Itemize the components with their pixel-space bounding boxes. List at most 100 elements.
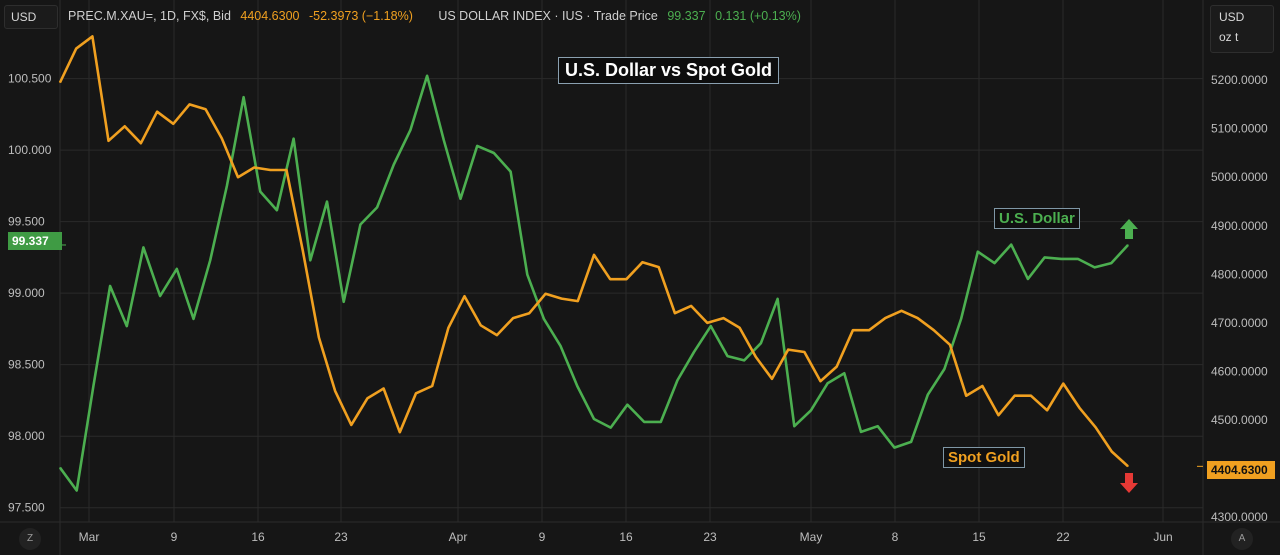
gold-point: [803, 351, 806, 353]
usd-point: [409, 129, 411, 131]
gold-line: [58, 35, 1129, 468]
usd-point: [810, 409, 812, 411]
auto-scale-button[interactable]: A: [1231, 528, 1253, 550]
usd-point: [142, 246, 144, 248]
usd-point: [76, 489, 78, 492]
x-axis-tick: Apr: [449, 530, 468, 544]
gold-point: [302, 249, 304, 251]
price-tags: [60, 219, 1203, 493]
usd-point: [893, 447, 896, 449]
usd-point: [1027, 278, 1029, 280]
usd-point: [192, 318, 195, 320]
right-axis-tick: 4500.0000: [1211, 413, 1268, 427]
usd-change-value: 0.131 (+0.13%): [715, 9, 801, 23]
gold-point: [140, 142, 142, 144]
usd-annotation: U.S. Dollar: [994, 208, 1080, 229]
x-axis-tick: 9: [539, 530, 546, 544]
right-axis-tick: 4600.0000: [1211, 364, 1268, 378]
usd-point: [1127, 244, 1129, 246]
gold-point: [739, 327, 741, 329]
gold-annotation-text: Spot Gold: [948, 449, 1020, 466]
down-arrow-icon: [1120, 473, 1138, 493]
usd-point: [710, 325, 712, 327]
gold-point: [674, 312, 676, 314]
gold-point: [1062, 383, 1064, 385]
gold-point: [852, 329, 854, 331]
usd-point: [1077, 258, 1079, 260]
gold-point: [253, 166, 255, 169]
right-axis-tick: 5200.0000: [1211, 73, 1268, 87]
gold-point: [285, 169, 288, 171]
gold-change-value: -52.3973 (−1.18%): [308, 9, 413, 23]
gold-point: [447, 327, 449, 329]
left-axis-tick: 100.500: [8, 72, 52, 86]
usd-point: [459, 198, 462, 200]
right-unit-label: oz t: [1219, 30, 1239, 44]
gold-point: [1095, 426, 1097, 428]
usd-point: [626, 404, 629, 406]
usd-point: [243, 96, 245, 98]
gold-point: [156, 111, 158, 113]
gold-point: [625, 278, 628, 280]
right-axis-tick: 5100.0000: [1211, 122, 1268, 136]
usd-point: [426, 75, 428, 77]
gold-point: [787, 349, 789, 351]
gold-point: [577, 300, 579, 302]
gold-point: [480, 324, 482, 326]
usd-point: [843, 372, 845, 374]
usd-point: [276, 209, 278, 211]
gold-point: [415, 392, 417, 394]
x-axis-tick: 15: [972, 530, 986, 544]
gold-point: [1111, 451, 1113, 453]
gold-point: [981, 385, 984, 387]
chart-title: U.S. Dollar vs Spot Gold: [558, 57, 780, 84]
usd-point: [977, 251, 979, 253]
gold-point: [658, 266, 660, 268]
gold-point: [706, 322, 708, 324]
usd-line-points: [59, 75, 1129, 492]
usd-point: [176, 268, 178, 270]
gold-point: [868, 329, 870, 331]
usd-point: [309, 259, 311, 261]
right-currency-button[interactable]: USD oz t: [1210, 5, 1274, 53]
usd-point: [693, 351, 695, 353]
usd-point: [743, 359, 745, 361]
left-currency-button[interactable]: USD: [4, 5, 58, 29]
gold-point: [91, 35, 93, 38]
gold-point: [318, 336, 320, 339]
x-axis-tick: May: [800, 530, 823, 544]
left-axis-tick: 99.500: [8, 215, 45, 229]
gold-point: [399, 431, 401, 433]
gold-point: [221, 137, 223, 139]
usd-point: [59, 467, 61, 469]
usd-point: [726, 355, 729, 357]
usd-price-value: 99.337: [667, 9, 706, 23]
right-axis-tick: 5000.0000: [1211, 170, 1268, 184]
x-axis-tick: Mar: [79, 530, 100, 544]
usd-point: [92, 385, 94, 387]
auto-scale-label: A: [1238, 533, 1246, 544]
usd-instrument-label[interactable]: US DOLLAR INDEX · IUS · Trade Price: [438, 9, 658, 23]
gold-point: [561, 298, 563, 300]
gold-instrument-label[interactable]: PREC.M.XAU=, 1D, FX$, Bid: [68, 9, 231, 23]
gold-point: [771, 378, 773, 380]
usd-current-price-tag: 99.337: [8, 232, 62, 250]
left-axis-tick: 98.500: [8, 358, 45, 372]
usd-point: [209, 259, 211, 261]
usd-point: [960, 318, 962, 320]
x-axis-tick: 23: [703, 530, 717, 544]
right-currency-label: USD: [1219, 10, 1245, 24]
usd-point: [376, 206, 378, 208]
x-axis-tick: Jun: [1153, 530, 1172, 544]
gold-price-value: 4404.6300: [240, 9, 300, 23]
gold-point: [1030, 395, 1032, 397]
gold-point: [917, 317, 919, 319]
usd-point: [443, 139, 445, 141]
usd-point: [493, 152, 495, 154]
x-axis-tick: 16: [619, 530, 633, 544]
zoom-reset-button[interactable]: Z: [19, 528, 41, 550]
gold-point: [609, 278, 611, 280]
x-axis-tick: 22: [1056, 530, 1070, 544]
